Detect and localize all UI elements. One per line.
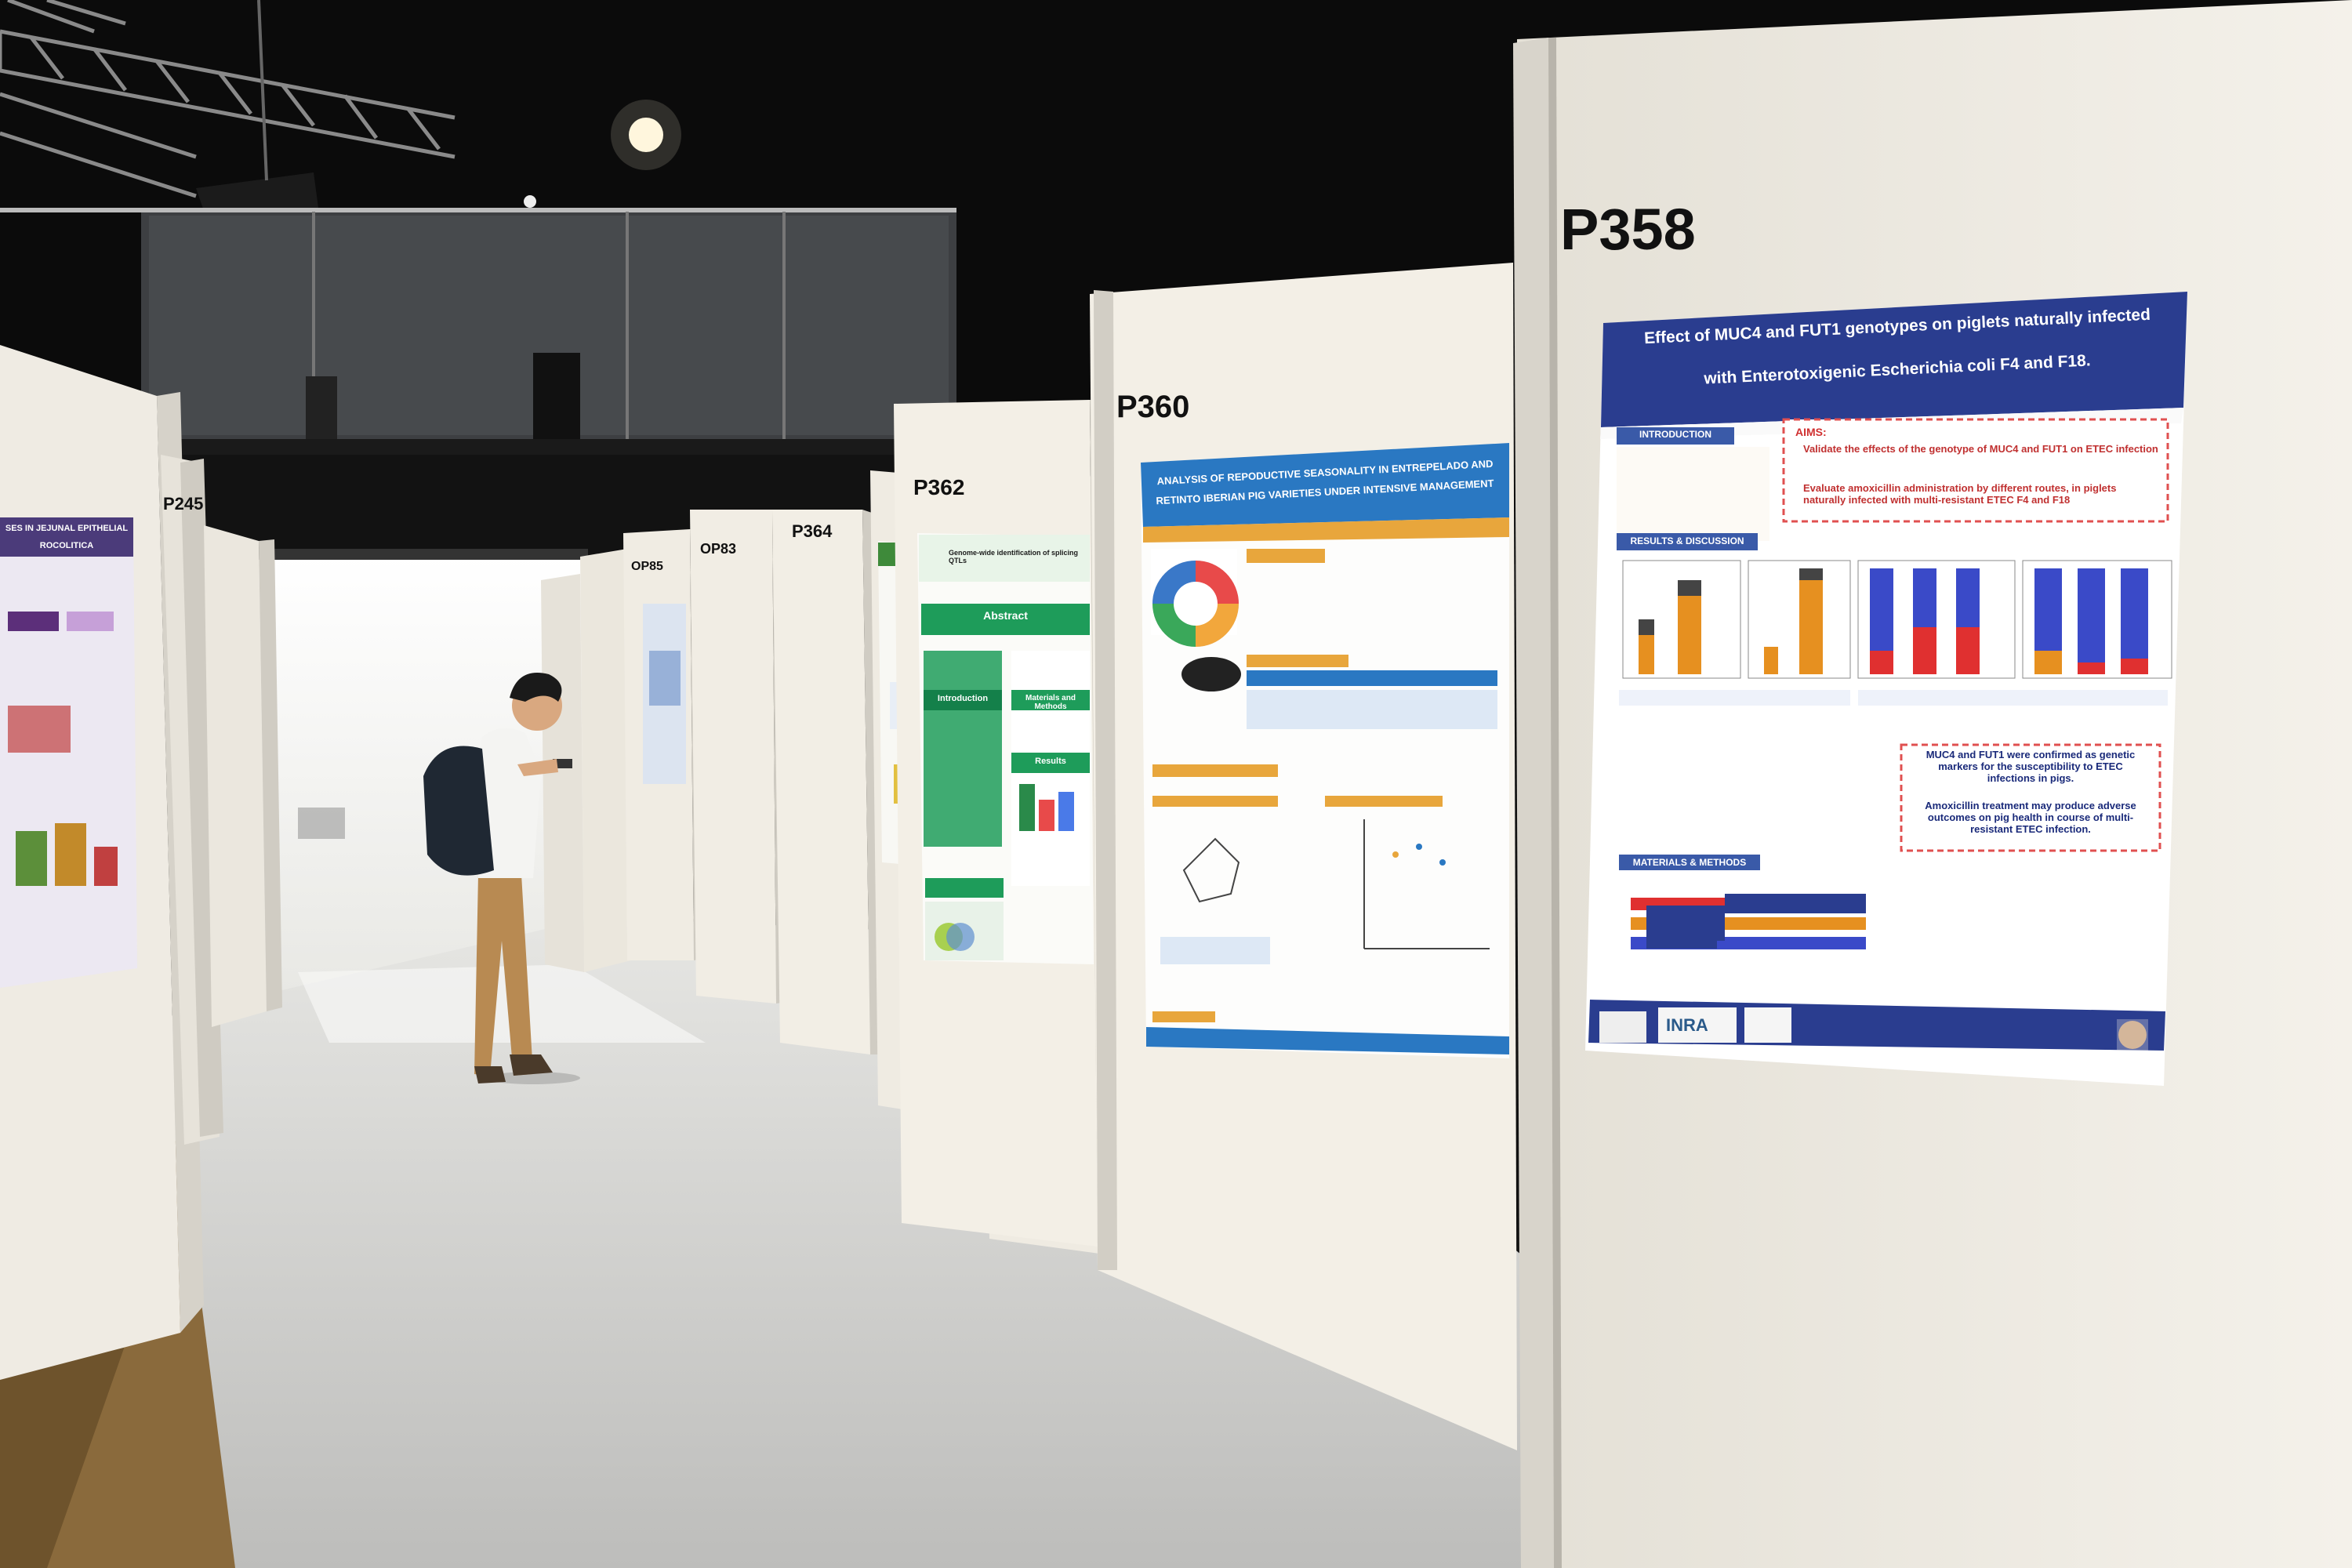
p358-aims-text2: Evaluate amoxicillin administration by d…: [1803, 482, 2117, 506]
p358-aims-text1: Validate the effects of the genotype of …: [1803, 443, 2158, 455]
p362-results-heading: Results: [1035, 757, 1066, 766]
p358-introduction-heading: INTRODUCTION: [1639, 429, 1711, 440]
p362-title: Genome-wide identification of splicing Q…: [949, 549, 1079, 564]
left-poster-title-line1: SES IN JEJUNAL EPITHELIAL: [5, 524, 129, 533]
p358-logo-text: INRA: [1666, 1015, 1708, 1035]
left-poster-title-line2: ROCOLITICA: [39, 541, 94, 550]
p362-abstract-heading: Abstract: [983, 609, 1028, 622]
person-with-backpack: [423, 673, 580, 1084]
p358-methods-heading: MATERIALS & METHODS: [1632, 857, 1747, 868]
board-label-p364: P364: [792, 521, 833, 541]
p362-materials-heading: Materials and Methods: [1025, 694, 1076, 711]
p358-aims-heading: AIMS:: [1795, 426, 1827, 438]
panel-mid-a: [541, 574, 584, 972]
panel-p364: [772, 510, 870, 1054]
left-panel-3: [204, 525, 267, 1027]
ceiling-truss: [0, 0, 456, 198]
board-label-p245: P245: [163, 494, 204, 514]
p358-results-heading: RESULTS & DISCUSSION: [1630, 535, 1744, 546]
p362-introduction-heading: Introduction: [937, 694, 989, 703]
p358-conclusion2: Amoxicillin treatment may produce advers…: [1925, 800, 2136, 835]
board-label-op83: OP83: [700, 541, 737, 557]
p358-conclusion1: MUC4 and FUT1 were confirmed as genetic …: [1926, 749, 2136, 784]
ceiling-light: [629, 118, 663, 152]
board-label-p358: P358: [1560, 197, 1696, 262]
panel-mid-b: [580, 549, 631, 972]
panel-op83: [690, 510, 776, 1004]
p358-charts: [1622, 560, 2172, 679]
board-label-op85: OP85: [631, 560, 663, 573]
p358-methods-diagram: [1631, 894, 1866, 949]
board-label-p362: P362: [913, 475, 965, 499]
board-label-p360: P360: [1116, 390, 1190, 424]
